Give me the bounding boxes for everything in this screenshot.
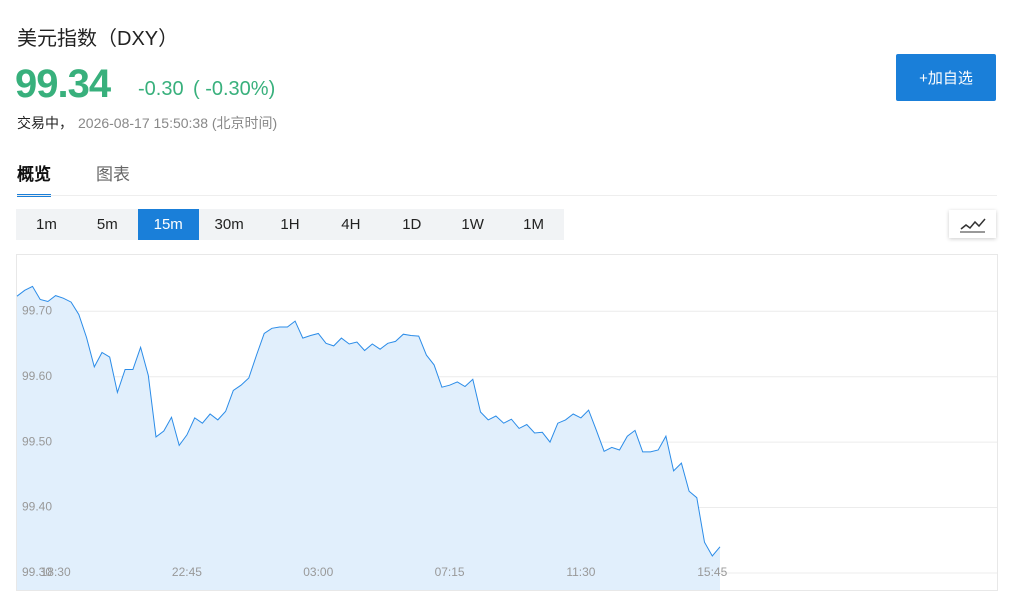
interval-button[interactable]: 1W bbox=[461, 216, 484, 233]
x-tick-label: 07:15 bbox=[435, 565, 465, 579]
y-tick-label: 99.30 bbox=[22, 565, 52, 579]
y-tick-label: 99.60 bbox=[22, 369, 52, 383]
line bbox=[16, 285, 721, 557]
interval-button[interactable]: 5m bbox=[96, 216, 118, 233]
x-tick-label: 22:45 bbox=[172, 565, 202, 579]
interval-bar: 1m 5m 15m 30m 1H 4H 1D 1W 1M bbox=[16, 209, 564, 240]
x-tick-label: 11:30 bbox=[566, 565, 595, 579]
interval-button[interactable]: 15m bbox=[137, 209, 199, 240]
change-percent: ( -0.30%) bbox=[193, 78, 276, 100]
add-watchlist-button[interactable]: +加自选 bbox=[896, 54, 996, 101]
x-tick-label: 18:30 bbox=[41, 565, 71, 579]
chart-type-button[interactable] bbox=[949, 210, 996, 238]
status: 交易中， bbox=[17, 115, 73, 131]
area bbox=[17, 286, 720, 590]
interval-button[interactable]: 1m bbox=[36, 216, 57, 233]
interval-button[interactable]: 4H bbox=[341, 216, 361, 233]
interval-button[interactable]: 30m bbox=[214, 216, 244, 233]
timestamp: 2026-08-17 15:50:38 (北京时间) bbox=[78, 115, 278, 131]
y-tick-label: 99.70 bbox=[22, 303, 52, 317]
chart-frame bbox=[16, 254, 998, 591]
separator bbox=[17, 195, 997, 196]
x-tick-label: 15:45 bbox=[697, 565, 727, 579]
y-tick-label: 99.40 bbox=[22, 500, 52, 514]
y-tick-label: 99.50 bbox=[22, 434, 52, 448]
title: 美元指数（DXY） bbox=[17, 28, 179, 50]
price: 99.34 bbox=[15, 62, 111, 106]
interval-button[interactable]: 1M bbox=[523, 216, 544, 233]
line-icon bbox=[960, 218, 986, 233]
interval-button[interactable]: 1D bbox=[402, 216, 422, 233]
change: -0.30 bbox=[138, 78, 184, 100]
x-tick-label: 03:00 bbox=[303, 565, 333, 579]
interval-button[interactable]: 1H bbox=[280, 216, 300, 233]
tab[interactable]: 图表 bbox=[96, 165, 130, 184]
